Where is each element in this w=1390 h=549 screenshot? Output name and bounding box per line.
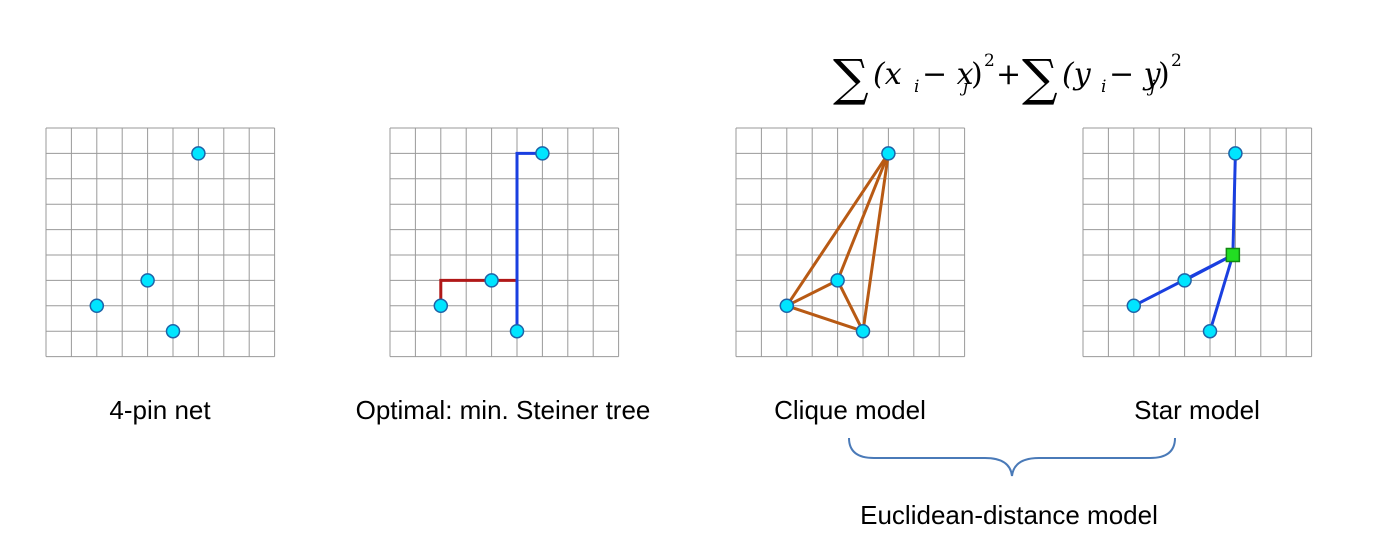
pin-node: [433, 298, 449, 314]
clique-edge: [786, 279, 839, 308]
pin-node: [140, 273, 155, 288]
formula-minus-1: − x: [922, 57, 974, 92]
panel-caption: Star model: [1134, 395, 1260, 425]
formula-sub-j-1: j: [959, 77, 969, 97]
panel-caption: Clique model: [774, 395, 926, 425]
clique-edge: [785, 152, 890, 307]
star-edge: [1231, 153, 1237, 256]
pin-node: [484, 273, 499, 288]
panel-steiner-tree: Optimal: min. Steiner tree: [356, 127, 651, 425]
clique-edge: [836, 279, 865, 332]
pin-node: [1202, 323, 1218, 339]
pin-node: [165, 323, 181, 339]
pin-node: [509, 323, 525, 339]
panel-star-model: Star model: [1082, 127, 1313, 425]
formula-minus-2: − y: [1109, 57, 1162, 92]
clique-edge: [836, 152, 890, 281]
pin-node: [89, 298, 105, 314]
pin-node: [535, 146, 550, 161]
formula-sub-j-2: j: [1146, 77, 1156, 97]
formula-close-2: ): [1158, 57, 1170, 92]
formula-term-1: (x: [873, 57, 902, 92]
panel-caption: Optimal: min. Steiner tree: [356, 395, 651, 425]
formula-sum-1: ∑: [833, 49, 869, 107]
panel-4-pin-net: 4-pin net: [45, 127, 276, 425]
euclidean-formula: ∑ (x i − x j ) 2 + ∑ (y i − y j ) 2: [833, 49, 1182, 107]
pin-node: [1177, 273, 1192, 288]
steiner-branch-horizontal: [439, 278, 517, 306]
pin-node: [779, 298, 795, 314]
pin-node: [1228, 146, 1243, 161]
formula-sub-i-2: i: [1101, 77, 1106, 97]
clique-edge: [861, 153, 890, 332]
star-edge: [1208, 254, 1235, 332]
panel-caption: 4-pin net: [109, 395, 211, 425]
clique-edge: [786, 304, 864, 333]
steiner-trunk-vertical: [515, 151, 543, 332]
pin-node: [881, 146, 896, 161]
star-hub-node: [1225, 247, 1241, 263]
formula-sup-1: 2: [984, 51, 995, 71]
curly-bracket: [848, 437, 1176, 477]
bracket-label: Euclidean-distance model: [860, 500, 1158, 530]
formula-sum-2: ∑: [1022, 49, 1058, 107]
formula-sub-i-1: i: [914, 77, 919, 97]
formula-plus: +: [996, 57, 1021, 92]
pin-node: [830, 273, 845, 288]
pin-node: [855, 323, 871, 339]
panel-clique-model: Clique model: [735, 127, 966, 425]
formula-close-1: ): [971, 57, 983, 92]
pin-node: [1126, 298, 1142, 314]
formula-sup-2: 2: [1171, 51, 1182, 71]
formula-term-2: (y: [1062, 57, 1092, 92]
pin-node: [191, 146, 206, 161]
